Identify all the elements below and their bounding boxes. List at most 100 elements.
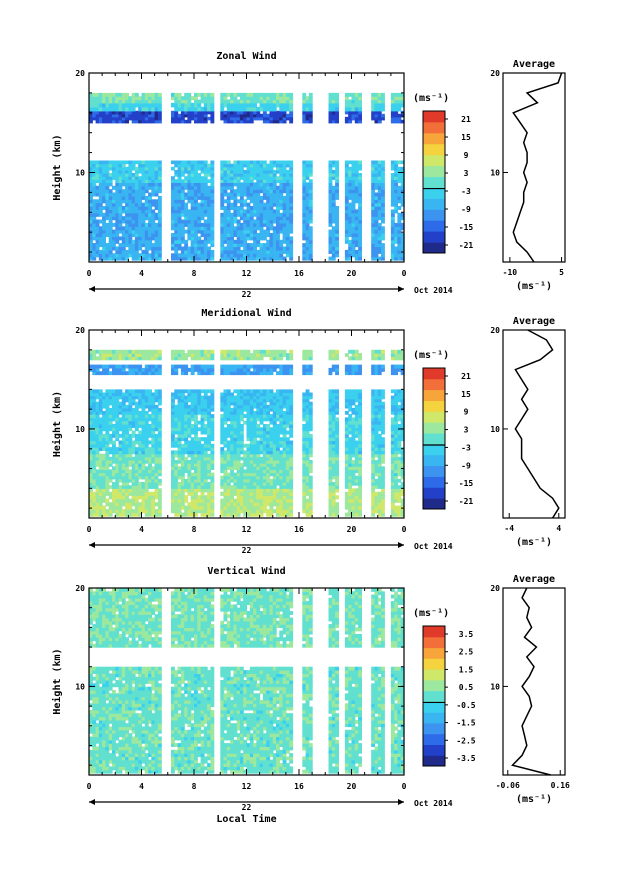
heat-cell bbox=[184, 466, 189, 470]
heat-cell bbox=[351, 447, 356, 451]
heat-cell bbox=[276, 202, 280, 207]
heat-cell bbox=[351, 472, 356, 477]
heat-cell bbox=[394, 160, 399, 165]
heat-cell bbox=[233, 243, 238, 248]
heat-cell bbox=[141, 463, 146, 467]
heat-cell bbox=[203, 447, 208, 451]
heat-cell bbox=[233, 239, 238, 244]
heat-cell bbox=[335, 96, 339, 101]
heat-cell bbox=[154, 179, 159, 183]
heat-cell bbox=[177, 163, 182, 168]
heat-cell bbox=[331, 437, 336, 442]
heat-cell bbox=[223, 182, 228, 187]
heat-cell bbox=[308, 427, 313, 432]
heat-cell bbox=[259, 229, 264, 234]
heat-cell bbox=[190, 460, 195, 464]
heat-cell bbox=[328, 509, 333, 514]
heat-cell bbox=[98, 102, 103, 108]
heat-cell bbox=[115, 498, 120, 503]
heat-cell bbox=[262, 219, 267, 224]
heat-cell bbox=[358, 491, 362, 496]
heat-cell bbox=[115, 222, 120, 227]
heat-cell bbox=[371, 173, 376, 177]
heat-cell bbox=[95, 110, 100, 115]
heat-cell bbox=[95, 176, 100, 180]
heat-cell bbox=[194, 202, 198, 207]
heat-cell bbox=[289, 199, 294, 204]
heat-cell bbox=[279, 485, 284, 489]
date-label: 22 bbox=[242, 290, 252, 299]
heat-cell bbox=[348, 202, 353, 207]
heat-cell bbox=[246, 414, 251, 418]
heat-cell bbox=[236, 488, 241, 493]
heat-cell bbox=[207, 209, 211, 214]
heat-cell bbox=[233, 199, 238, 204]
heat-cell bbox=[259, 169, 264, 174]
heat-cell bbox=[335, 239, 339, 244]
heat-cell bbox=[210, 173, 215, 177]
heat-cell bbox=[125, 498, 129, 503]
heat-cell bbox=[98, 417, 103, 422]
heat-cell bbox=[190, 239, 195, 244]
heat-cell bbox=[233, 430, 238, 435]
heat-cell bbox=[89, 440, 93, 445]
heat-cell bbox=[131, 488, 136, 493]
heat-cell bbox=[358, 233, 362, 237]
heat-cell bbox=[246, 433, 251, 438]
heat-cell bbox=[118, 498, 123, 503]
heat-cell bbox=[207, 216, 211, 221]
heat-cell bbox=[220, 160, 225, 165]
heat-cell bbox=[351, 195, 356, 200]
heat-cell bbox=[351, 437, 356, 442]
heat-cell bbox=[305, 106, 310, 112]
heat-cell bbox=[98, 226, 103, 231]
heat-cell bbox=[335, 222, 339, 227]
heat-cell bbox=[394, 169, 399, 174]
heat-cell bbox=[223, 498, 228, 503]
heat-cell bbox=[308, 469, 313, 474]
heat-cell bbox=[269, 256, 274, 261]
heat-cell bbox=[98, 116, 103, 121]
heat-cell bbox=[246, 209, 251, 214]
heat-cell bbox=[125, 414, 129, 418]
heat-cell bbox=[279, 509, 284, 514]
heat-cell bbox=[200, 229, 205, 234]
heat-cell bbox=[374, 246, 379, 251]
heat-cell bbox=[194, 119, 198, 124]
heat-cell bbox=[377, 222, 382, 227]
heat-cell bbox=[220, 450, 225, 455]
heat-cell bbox=[89, 92, 93, 97]
heat-cell bbox=[272, 253, 277, 258]
heat-cell bbox=[358, 199, 362, 204]
heat-cell bbox=[279, 512, 284, 517]
heat-cell bbox=[157, 253, 162, 258]
heat-cell bbox=[246, 206, 251, 210]
heat-cell bbox=[276, 243, 280, 248]
heat-cell bbox=[394, 229, 399, 234]
heat-cell bbox=[358, 249, 362, 254]
heat-cell bbox=[121, 456, 126, 461]
heat-cell bbox=[177, 509, 182, 514]
heat-cell bbox=[102, 475, 106, 480]
heat-cell bbox=[128, 253, 133, 258]
heat-cell bbox=[200, 417, 205, 422]
x-tick-label: 4 bbox=[139, 269, 144, 278]
heat-cell bbox=[121, 491, 126, 496]
heat-cell bbox=[203, 192, 208, 197]
heat-cell bbox=[305, 99, 310, 104]
heat-cell bbox=[174, 482, 179, 486]
heat-cell bbox=[200, 420, 205, 425]
heat-cell bbox=[157, 420, 162, 425]
heat-cell bbox=[358, 182, 362, 187]
heat-cell bbox=[230, 92, 234, 97]
heat-cell bbox=[285, 420, 290, 425]
heat-cell bbox=[223, 209, 228, 214]
heat-cell bbox=[243, 233, 248, 237]
heat-cell bbox=[335, 512, 339, 517]
heat-cell bbox=[154, 450, 159, 455]
heat-cell bbox=[269, 460, 274, 464]
heat-cell bbox=[184, 102, 189, 108]
heat-cell bbox=[200, 427, 205, 432]
heat-cell bbox=[348, 488, 353, 493]
heat-cell bbox=[200, 249, 205, 254]
